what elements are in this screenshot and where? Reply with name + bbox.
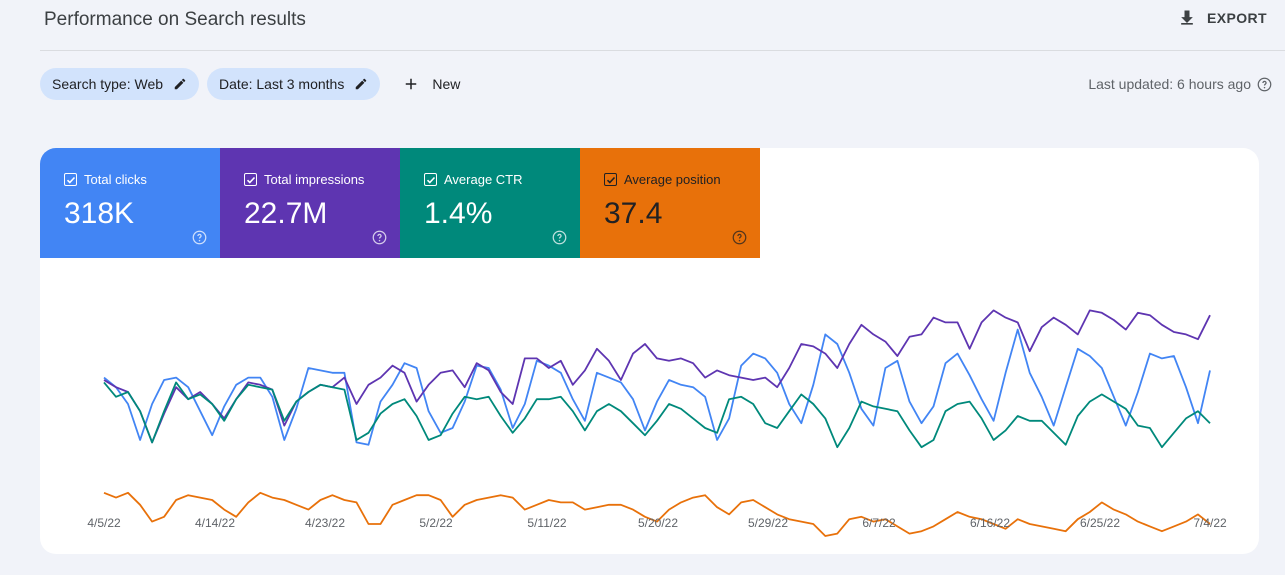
metric-total-clicks[interactable]: Total clicks 318K — [40, 148, 220, 258]
help-icon[interactable] — [1257, 77, 1272, 92]
search-type-chip[interactable]: Search type: Web — [40, 68, 200, 100]
date-range-chip[interactable]: Date: Last 3 months — [207, 68, 381, 100]
x-tick-label: 5/29/22 — [748, 516, 788, 530]
help-icon[interactable] — [372, 230, 387, 245]
export-button[interactable]: EXPORT — [1177, 8, 1267, 28]
last-updated: Last updated: 6 hours ago — [1088, 76, 1272, 92]
series-line-average-position — [103, 491, 1211, 537]
checkbox-checked-icon[interactable] — [604, 173, 617, 186]
metric-label: Average position — [624, 172, 721, 187]
date-range-label: Date: Last 3 months — [219, 76, 345, 92]
performance-card: 4/5/22 4/14/22 4/23/22 5/2/22 5/11/22 5/20/22… — [40, 148, 1259, 554]
search-type-label: Search type: Web — [52, 76, 164, 92]
metric-value: 22.7M — [244, 197, 328, 230]
series-line-total-clicks — [103, 328, 1211, 446]
x-tick-label: 4/5/22 — [87, 516, 121, 530]
x-tick-label: 6/25/22 — [1080, 516, 1120, 530]
new-filter-button[interactable]: New — [390, 68, 472, 100]
x-tick-label: 6/7/22 — [862, 516, 896, 530]
export-label: EXPORT — [1207, 10, 1267, 26]
plus-icon — [406, 78, 417, 90]
checkbox-checked-icon[interactable] — [64, 173, 77, 186]
x-tick-label: 6/16/22 — [970, 516, 1010, 530]
metric-label: Average CTR — [444, 172, 523, 187]
new-filter-label: New — [432, 76, 461, 92]
metric-average-ctr[interactable]: Average CTR 1.4% — [400, 148, 580, 258]
metric-value: 37.4 — [604, 197, 663, 230]
page-title: Performance on Search results — [44, 9, 306, 30]
x-tick-label: 4/14/22 — [195, 516, 235, 530]
help-icon[interactable] — [552, 230, 567, 245]
x-tick-label: 4/23/22 — [305, 516, 345, 530]
x-tick-label: 5/11/22 — [527, 516, 566, 530]
x-tick-label: 7/4/22 — [1193, 516, 1227, 530]
metric-total-impressions[interactable]: Total impressions 22.7M — [220, 148, 400, 258]
x-tick-label: 5/2/22 — [419, 516, 453, 530]
metric-average-position[interactable]: Average position 37.4 — [580, 148, 760, 258]
checkbox-checked-icon[interactable] — [244, 173, 257, 186]
filter-bar: Search type: Web Date: Last 3 months New — [40, 68, 472, 100]
series-line-average-ctr — [103, 381, 1211, 449]
metric-label: Total clicks — [84, 172, 147, 187]
last-updated-text: Last updated: 6 hours ago — [1088, 76, 1251, 92]
edit-pencil-icon — [174, 78, 186, 90]
metric-value: 1.4% — [424, 197, 493, 230]
checkbox-checked-icon[interactable] — [424, 173, 437, 186]
x-tick-label: 5/20/22 — [638, 516, 678, 530]
series-line-total-impressions — [103, 309, 1211, 444]
header-divider — [40, 50, 1285, 51]
edit-pencil-icon — [356, 78, 367, 90]
performance-chart: 4/5/22 4/14/22 4/23/22 5/2/22 5/11/22 5/20/22… — [87, 309, 1227, 537]
download-icon — [1181, 10, 1193, 25]
metric-value: 318K — [64, 197, 135, 230]
help-icon[interactable] — [192, 230, 207, 245]
metric-label: Total impressions — [264, 172, 365, 187]
metric-tabs: Total clicks 318K Total impressions 22.7… — [40, 148, 760, 258]
help-icon[interactable] — [732, 230, 747, 245]
